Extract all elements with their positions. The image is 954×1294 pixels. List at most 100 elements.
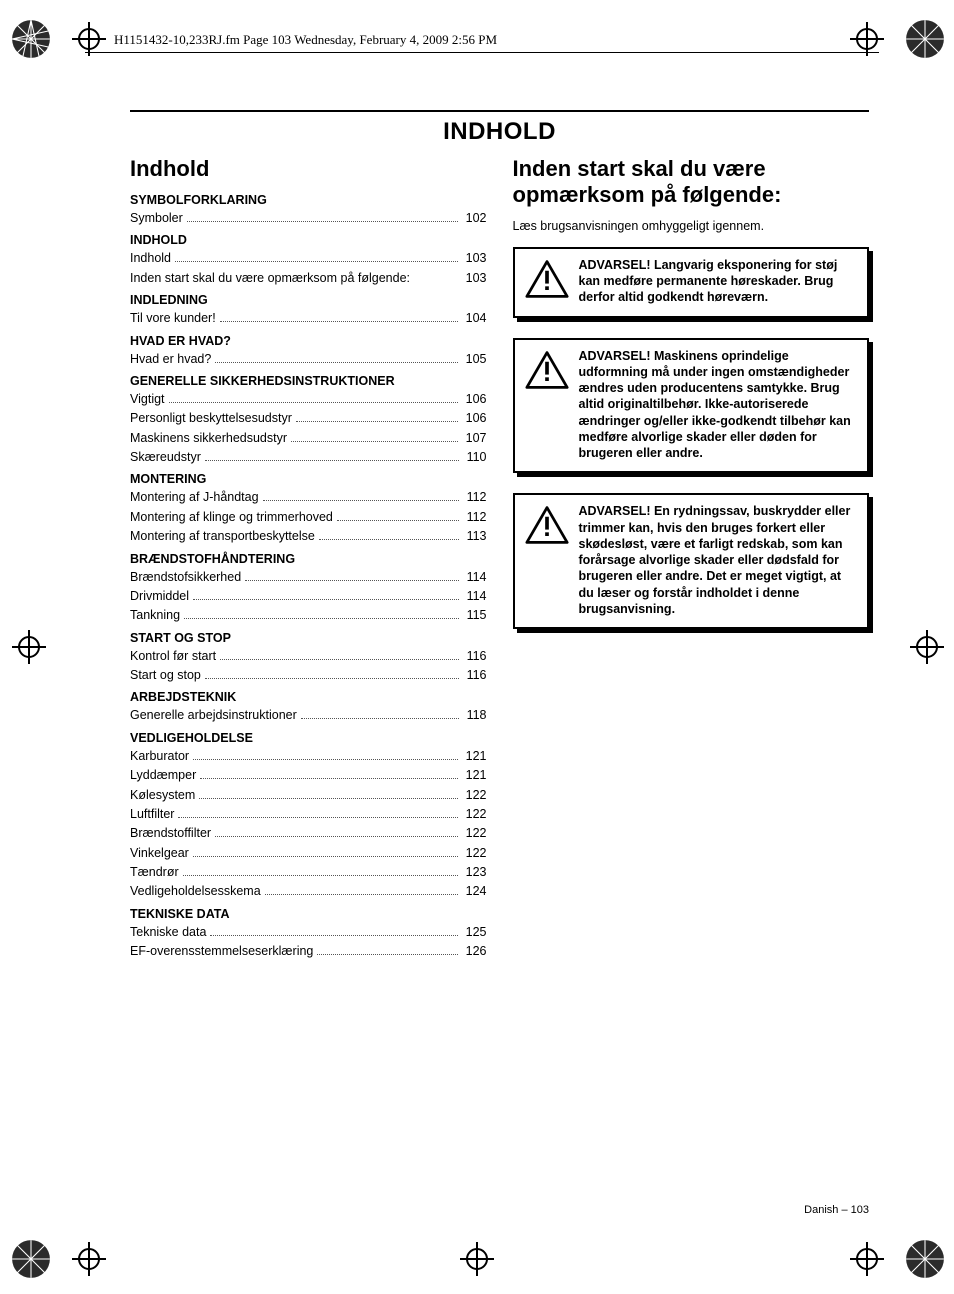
header-rule <box>85 52 879 53</box>
toc-label: Brændstoffilter <box>130 824 211 843</box>
toc-page: 114 <box>463 587 487 606</box>
toc-list: SYMBOLFORKLARINGSymboler102INDHOLDIndhol… <box>130 188 487 962</box>
toc-label: Tankning <box>130 606 180 625</box>
toc-row: Montering af transportbeskyttelse113 <box>130 527 487 546</box>
toc-row: Kontrol før start116 <box>130 647 487 666</box>
toc-page: 116 <box>463 647 487 666</box>
notice-heading: Inden start skal du være opmærksom på fø… <box>513 156 870 209</box>
toc-label: Vigtigt <box>130 390 165 409</box>
title-rule: INDHOLD <box>130 110 869 146</box>
toc-row: Generelle arbejdsinstruktioner 118 <box>130 706 487 725</box>
toc-dots <box>193 599 459 600</box>
toc-label: Skæreudstyr <box>130 448 201 467</box>
toc-dots <box>220 321 458 322</box>
toc-dots <box>183 875 458 876</box>
toc-dots <box>193 856 458 857</box>
toc-label: Hvad er hvad? <box>130 350 211 369</box>
toc-dots <box>178 817 457 818</box>
toc-dots <box>301 718 459 719</box>
toc-label: Generelle arbejdsinstruktioner <box>130 706 297 725</box>
toc-label: Luftfilter <box>130 805 174 824</box>
toc-row: EF-overensstemmelseserklæring 126 <box>130 942 487 961</box>
toc-label: Montering af J-håndtag <box>130 488 259 507</box>
warning-text: ADVARSEL! Langvarig eksponering for støj… <box>579 257 858 306</box>
toc-row: Hvad er hvad?105 <box>130 350 487 369</box>
toc-page: 116 <box>463 666 487 685</box>
toc-row: Tekniske data125 <box>130 923 487 942</box>
toc-label: Lyddæmper <box>130 766 196 785</box>
toc-row: Indhold 103 <box>130 249 487 268</box>
toc-row: Start og stop116 <box>130 666 487 685</box>
toc-page: 106 <box>462 409 487 428</box>
toc-row: Til vore kunder!104 <box>130 309 487 328</box>
toc-dots <box>215 362 457 363</box>
toc-label: Vinkelgear <box>130 844 189 863</box>
toc-row: Kølesystem122 <box>130 786 487 805</box>
registration-mark-icon <box>10 18 52 60</box>
toc-row: Brændstofsikkerhed114 <box>130 568 487 587</box>
toc-label: Montering af klinge og trimmerhoved <box>130 508 333 527</box>
toc-dots <box>187 221 458 222</box>
toc-row: Inden start skal du være opmærksom på fø… <box>130 269 487 288</box>
toc-dots <box>245 580 458 581</box>
toc-page: 121 <box>462 747 487 766</box>
toc-page: 107 <box>462 429 487 448</box>
toc-section-head: INDHOLD <box>130 228 487 249</box>
warning-box: ADVARSEL! Langvarig eksponering for støj… <box>513 247 870 318</box>
toc-page: 122 <box>462 844 487 863</box>
registration-mark-icon <box>904 1238 946 1280</box>
toc-label: Personligt beskyttelsesudstyr <box>130 409 292 428</box>
warning-box: ADVARSEL! En rydningssav, buskrydder ell… <box>513 493 870 629</box>
toc-dots <box>199 798 457 799</box>
toc-dots <box>215 836 458 837</box>
toc-label: Indhold <box>130 249 171 268</box>
warning-icon <box>525 259 569 299</box>
toc-row: Symboler 102 <box>130 209 487 228</box>
toc-row: Personligt beskyttelsesudstyr 106 <box>130 409 487 428</box>
toc-dots <box>210 935 457 936</box>
warning-text: ADVARSEL! Maskinens oprindelige udformni… <box>579 348 858 462</box>
toc-section-head: START OG STOP <box>130 626 487 647</box>
toc-section-head: VEDLIGEHOLDELSE <box>130 726 487 747</box>
toc-row: Luftfilter 122 <box>130 805 487 824</box>
toc-dots <box>291 441 458 442</box>
crosshair-icon <box>850 1242 884 1276</box>
toc-section-head: HVAD ER HVAD? <box>130 329 487 350</box>
toc-page: 118 <box>463 706 487 725</box>
crosshair-icon <box>850 22 884 56</box>
toc-page: 106 <box>462 390 487 409</box>
toc-row: Vinkelgear 122 <box>130 844 487 863</box>
toc-row: Brændstoffilter122 <box>130 824 487 843</box>
right-column: Inden start skal du være opmærksom på fø… <box>513 156 870 962</box>
warning-icon <box>525 350 569 390</box>
toc-label: Inden start skal du være opmærksom på fø… <box>130 269 410 288</box>
toc-row: Drivmiddel114 <box>130 587 487 606</box>
toc-section-head: TEKNISKE DATA <box>130 902 487 923</box>
toc-label: EF-overensstemmelseserklæring <box>130 942 313 961</box>
toc-page: 110 <box>463 448 487 467</box>
toc-page: 102 <box>462 209 487 228</box>
toc-label: Karburator <box>130 747 189 766</box>
toc-page: 112 <box>463 488 487 507</box>
toc-label: Montering af transportbeskyttelse <box>130 527 315 546</box>
toc-page: 103 <box>462 249 487 268</box>
page-title: INDHOLD <box>130 118 869 146</box>
toc-dots <box>200 778 457 779</box>
toc-row: Montering af klinge og trimmerhoved112 <box>130 508 487 527</box>
page-footer: Danish – 103 <box>804 1204 869 1216</box>
toc-row: Montering af J-håndtag 112 <box>130 488 487 507</box>
crosshair-icon <box>12 630 46 664</box>
toc-page: 122 <box>462 805 487 824</box>
toc-dots <box>220 659 458 660</box>
warning-text: ADVARSEL! En rydningssav, buskrydder ell… <box>579 503 858 617</box>
toc-label: Maskinens sikkerhedsudstyr <box>130 429 287 448</box>
left-column: Indhold SYMBOLFORKLARINGSymboler102INDHO… <box>130 156 487 962</box>
toc-label: Symboler <box>130 209 183 228</box>
toc-row: Tankning115 <box>130 606 487 625</box>
crosshair-icon <box>460 1242 494 1276</box>
toc-label: Brændstofsikkerhed <box>130 568 241 587</box>
toc-page: 126 <box>462 942 487 961</box>
toc-row: Karburator 121 <box>130 747 487 766</box>
toc-page: 123 <box>462 863 487 882</box>
registration-mark-icon <box>10 1238 52 1280</box>
